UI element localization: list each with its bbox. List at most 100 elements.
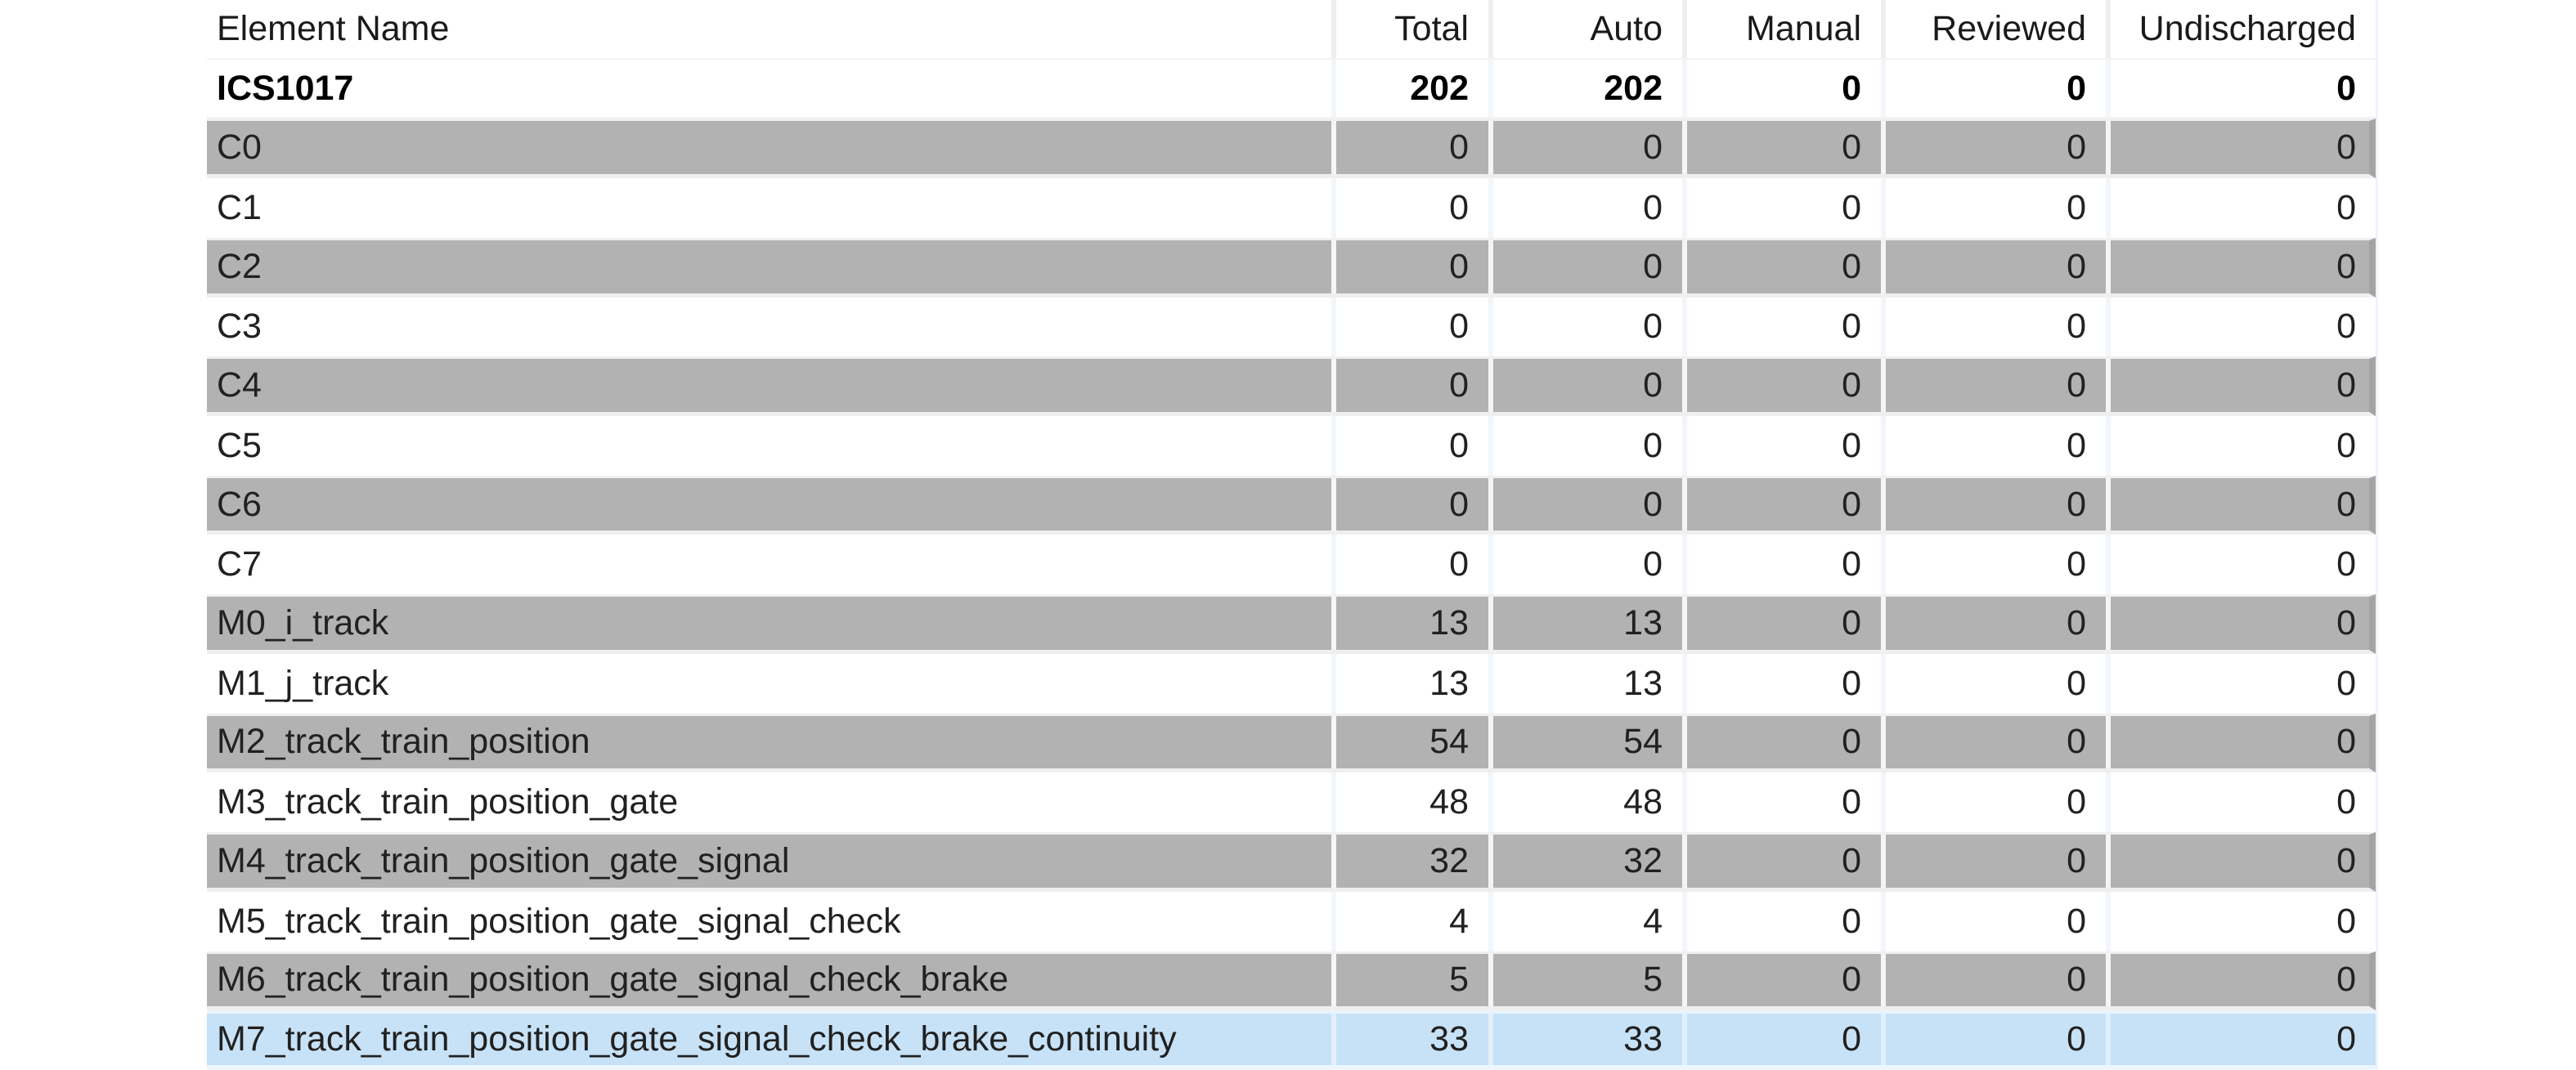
table-row-M5_track_train_position_gate_signal_check[interactable]: M5_track_train_position_gate_signal_chec… — [207, 891, 2376, 951]
column-header-manual[interactable]: Manual — [1682, 0, 1881, 58]
reviewed-cell: 0 — [1881, 178, 2106, 238]
auto-cell: 33 — [1488, 1014, 1682, 1065]
manual-cell: 0 — [1682, 297, 1881, 357]
reviewed-cell: 0 — [1881, 835, 2106, 888]
undischarged-cell: 0 — [2106, 178, 2376, 238]
column-header-reviewed[interactable]: Reviewed — [1881, 0, 2106, 58]
manual-cell: 0 — [1682, 653, 1881, 714]
reviewed-cell: 0 — [1881, 953, 2106, 1007]
total-cell: 0 — [1331, 121, 1488, 175]
element-name-cell: C7 — [217, 544, 262, 584]
table-row-C2[interactable]: C2 0 0 0 0 0 — [207, 237, 2376, 298]
undischarged-cell: 0 — [2106, 416, 2376, 476]
element-name-cell: C4 — [217, 365, 262, 405]
element-name-cell: M5_track_train_position_gate_signal_chec… — [217, 901, 901, 941]
total-cell: 33 — [1331, 1014, 1488, 1065]
auto-cell: 0 — [1488, 359, 1682, 413]
auto-cell: 0 — [1488, 121, 1682, 175]
manual-cell: 0 — [1682, 477, 1881, 531]
table-row-C0[interactable]: C0 0 0 0 0 0 — [207, 119, 2376, 179]
total-cell: 0 — [1331, 178, 1488, 238]
element-name-cell: M2_track_train_position — [217, 722, 590, 762]
manual-cell: 0 — [1682, 59, 1881, 118]
reviewed-cell: 0 — [1881, 597, 2106, 650]
total-cell: 0 — [1331, 535, 1488, 595]
undischarged-cell: 0 — [2106, 535, 2376, 595]
table-row-ICS1017[interactable]: ICS1017 202 202 0 0 0 — [207, 59, 2376, 119]
table-row-M4_track_train_position_gate_signal[interactable]: M4_track_train_position_gate_signal 32 3… — [207, 832, 2376, 892]
table-row-M1_j_track[interactable]: M1_j_track 13 13 0 0 0 — [207, 653, 2376, 714]
manual-cell: 0 — [1682, 240, 1881, 293]
undischarged-cell: 0 — [2106, 715, 2369, 769]
auto-cell: 0 — [1488, 477, 1682, 531]
table-row-C6[interactable]: C6 0 0 0 0 0 — [207, 475, 2376, 535]
undischarged-cell: 0 — [2106, 121, 2369, 175]
total-cell: 13 — [1331, 653, 1488, 714]
element-name-cell: M3_track_train_position_gate — [217, 782, 679, 822]
table-row-M6_track_train_position_gate_signal_check_brake[interactable]: M6_track_train_position_gate_signal_chec… — [207, 951, 2376, 1011]
manual-cell: 0 — [1682, 535, 1881, 595]
table-row-C5[interactable]: C5 0 0 0 0 0 — [207, 416, 2376, 476]
reviewed-cell: 0 — [1881, 297, 2106, 357]
reviewed-cell: 0 — [1881, 891, 2106, 951]
total-cell: 0 — [1331, 297, 1488, 357]
auto-cell: 0 — [1488, 416, 1682, 476]
element-name-cell: M1_j_track — [217, 663, 389, 703]
table-header-row: Element Name Total Auto Manual Reviewed … — [207, 0, 2376, 60]
manual-cell: 0 — [1682, 715, 1881, 769]
total-cell: 54 — [1331, 715, 1488, 769]
total-cell: 0 — [1331, 477, 1488, 531]
auto-cell: 202 — [1488, 59, 1682, 118]
auto-cell: 0 — [1488, 535, 1682, 595]
undischarged-cell: 0 — [2106, 477, 2369, 531]
total-cell: 0 — [1331, 416, 1488, 476]
column-header-undischarged[interactable]: Undischarged — [2106, 0, 2376, 58]
element-name-cell: C3 — [217, 307, 262, 347]
auto-cell: 5 — [1488, 953, 1682, 1007]
element-name-cell: C0 — [217, 128, 262, 168]
undischarged-cell: 0 — [2106, 59, 2376, 118]
column-header-element-name[interactable]: Element Name — [217, 8, 450, 48]
total-cell: 202 — [1331, 59, 1488, 118]
total-cell: 13 — [1331, 597, 1488, 650]
element-name-cell: M7_track_train_position_gate_signal_chec… — [217, 1019, 1177, 1059]
undischarged-cell: 0 — [2106, 297, 2376, 357]
undischarged-cell: 0 — [2106, 891, 2376, 951]
table-row-M0_i_track[interactable]: M0_i_track 13 13 0 0 0 — [207, 594, 2376, 654]
reviewed-cell: 0 — [1881, 59, 2106, 118]
table-body: ICS1017 202 202 0 0 0 C0 0 0 0 0 0 C1 0 … — [207, 59, 2376, 1070]
column-header-total[interactable]: Total — [1331, 0, 1488, 58]
total-cell: 48 — [1331, 772, 1488, 833]
manual-cell: 0 — [1682, 1014, 1881, 1065]
table-row-M2_track_train_position[interactable]: M2_track_train_position 54 54 0 0 0 — [207, 713, 2376, 773]
table-row-C3[interactable]: C3 0 0 0 0 0 — [207, 297, 2376, 357]
reviewed-cell: 0 — [1881, 535, 2106, 595]
auto-cell: 0 — [1488, 297, 1682, 357]
table-row-C7[interactable]: C7 0 0 0 0 0 — [207, 535, 2376, 595]
element-name-cell: C6 — [217, 484, 262, 524]
manual-cell: 0 — [1682, 953, 1881, 1007]
total-cell: 4 — [1331, 891, 1488, 951]
table-row-C1[interactable]: C1 0 0 0 0 0 — [207, 178, 2376, 238]
undischarged-cell: 0 — [2106, 1014, 2376, 1065]
undischarged-cell: 0 — [2106, 772, 2376, 833]
auto-cell: 0 — [1488, 240, 1682, 293]
manual-cell: 0 — [1682, 121, 1881, 175]
manual-cell: 0 — [1682, 597, 1881, 650]
undischarged-cell: 0 — [2106, 240, 2369, 293]
reviewed-cell: 0 — [1881, 416, 2106, 476]
manual-cell: 0 — [1682, 835, 1881, 888]
auto-cell: 13 — [1488, 653, 1682, 714]
undischarged-cell: 0 — [2106, 597, 2369, 650]
undischarged-cell: 0 — [2106, 359, 2369, 413]
manual-cell: 0 — [1682, 178, 1881, 238]
reviewed-cell: 0 — [1881, 359, 2106, 413]
reviewed-cell: 0 — [1881, 477, 2106, 531]
element-name-cell: M6_track_train_position_gate_signal_chec… — [217, 960, 1009, 1000]
table-row-M3_track_train_position_gate[interactable]: M3_track_train_position_gate 48 48 0 0 0 — [207, 772, 2376, 833]
column-header-auto[interactable]: Auto — [1488, 0, 1682, 58]
table-row-M7_track_train_position_gate_signal_check_brake_continuity[interactable]: M7_track_train_position_gate_signal_chec… — [207, 1010, 2376, 1070]
element-name-cell: C5 — [217, 425, 262, 465]
table-row-C4[interactable]: C4 0 0 0 0 0 — [207, 356, 2376, 417]
total-cell: 0 — [1331, 359, 1488, 413]
